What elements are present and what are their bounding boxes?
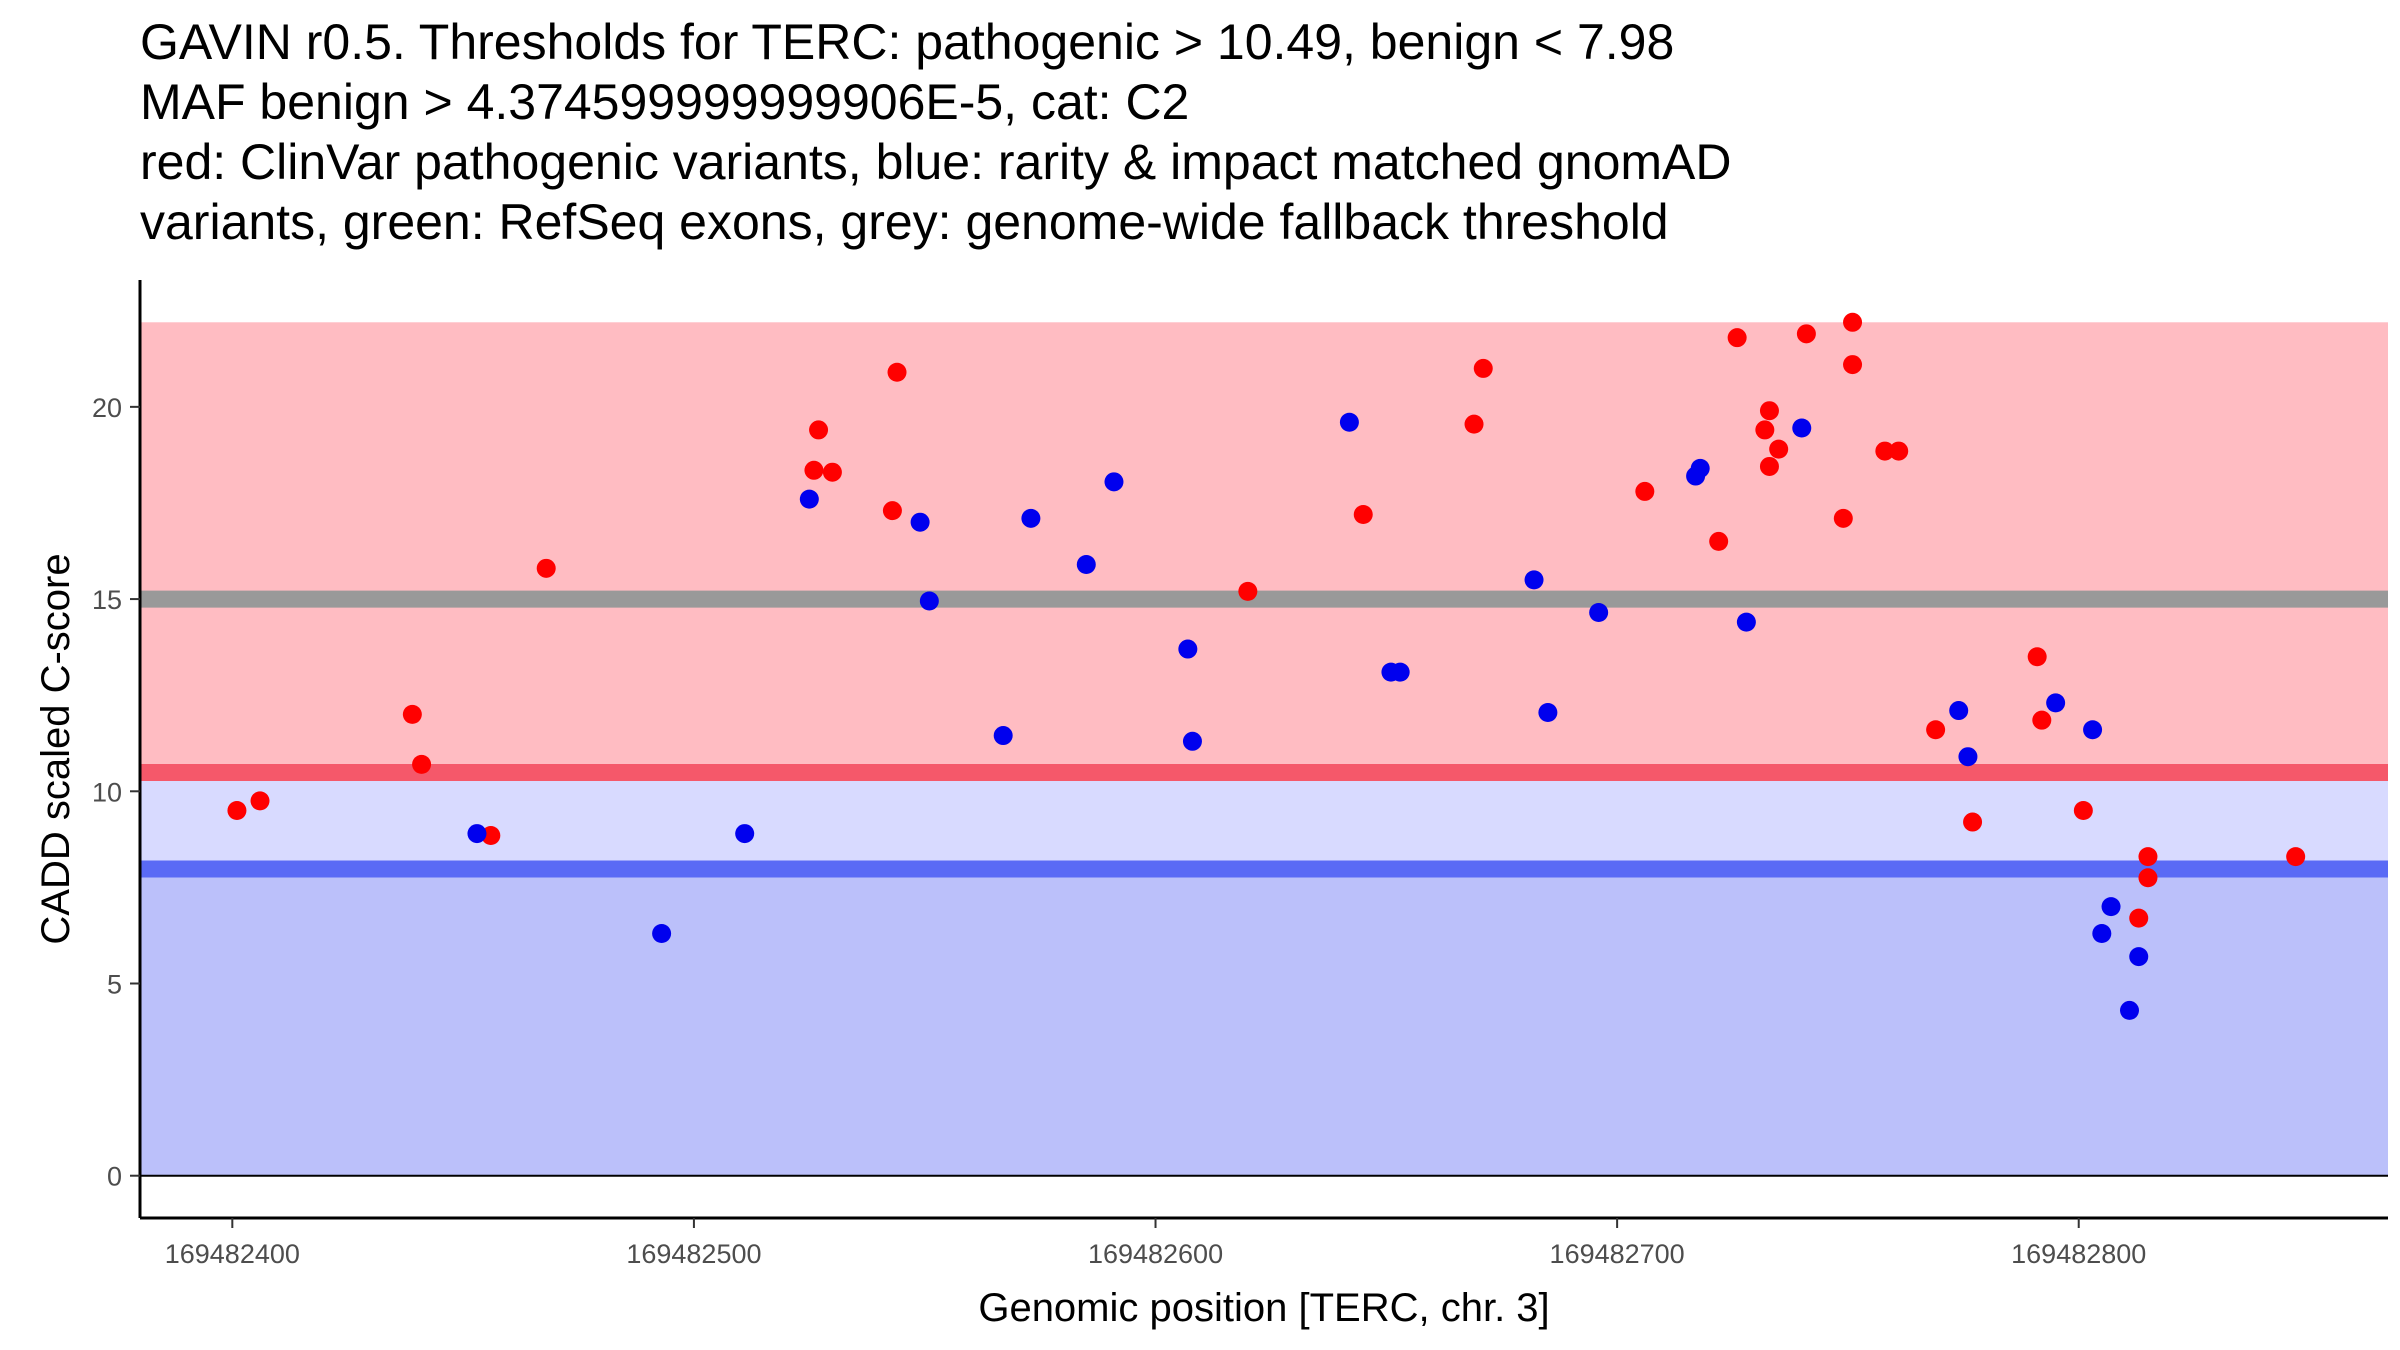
clinvar-point (227, 801, 247, 821)
x-tick-label: 169482700 (1550, 1239, 1685, 1269)
gnomad-point (910, 512, 930, 532)
gnomad-point (1390, 662, 1410, 682)
clinvar-point (1759, 456, 1779, 476)
clinvar-point (1926, 720, 1946, 740)
clinvar-point (2138, 847, 2158, 867)
clinvar-point (1843, 312, 1863, 332)
clinvar-point (1635, 481, 1655, 501)
clinvar-point (1464, 414, 1484, 434)
threshold-lines (140, 590, 2388, 878)
y-tick-label: 0 (107, 1162, 122, 1192)
clinvar-point (2129, 908, 2149, 928)
clinvar-point (1759, 401, 1779, 421)
clinvar-point (804, 460, 824, 480)
clinvar-point (481, 825, 501, 845)
clinvar-point (1889, 441, 1909, 461)
clinvar-point (1769, 439, 1789, 459)
x-axis-title: Genomic position [TERC, chr. 3] (978, 1286, 1549, 1330)
gnomad-point (1339, 412, 1359, 432)
clinvar-point (882, 501, 902, 521)
clinvar-point (1238, 581, 1258, 601)
band-pathogenic-zone (140, 322, 2388, 773)
x-tick-label: 169482500 (626, 1239, 761, 1269)
gnomad-point (1076, 554, 1096, 574)
gnomad-point (1021, 508, 1041, 528)
gnomad-point (1792, 418, 1812, 438)
clinvar-point (1833, 508, 1853, 528)
clinvar-point (402, 704, 422, 724)
gnomad-point (1958, 747, 1978, 767)
gnomad-point (2046, 693, 2066, 713)
gnomad-point (1736, 612, 1756, 632)
clinvar-point (2286, 847, 2306, 867)
band-benign-zone (140, 868, 2388, 1176)
title-line-4: variants, green: RefSeq exons, grey: gen… (140, 194, 1669, 250)
threshold-bands (140, 322, 2388, 1176)
clinvar-point (887, 362, 907, 382)
x-tick-label: 169482600 (1088, 1239, 1223, 1269)
clinvar-point (412, 754, 432, 774)
gnomad-point (799, 489, 819, 509)
gnomad-point (2083, 720, 2103, 740)
gnomad-point (2120, 1000, 2140, 1020)
clinvar-point (1843, 355, 1863, 375)
y-tick-label: 5 (107, 970, 122, 1000)
gnomad-point (1182, 731, 1202, 751)
clinvar-point (1963, 812, 1983, 832)
clinvar-point (822, 462, 842, 482)
gnomad-point (735, 824, 755, 844)
clinvar-point (1353, 505, 1373, 524)
gnomad-point (467, 824, 487, 844)
gnomad-point (1589, 603, 1609, 623)
gnomad-point (1690, 458, 1710, 478)
gnomad-point (1538, 702, 1558, 722)
gnomad-point (1524, 570, 1544, 590)
chart-title: GAVIN r0.5. Thresholds for TERC: pathoge… (140, 12, 2380, 252)
clinvar-point (2032, 710, 2052, 730)
gnomad-point (919, 591, 939, 611)
clinvar-point (1875, 441, 1895, 461)
clinvar-point (1709, 531, 1729, 551)
clinvar-point (250, 791, 270, 811)
clinvar-point (1473, 358, 1493, 378)
clinvar-point (809, 420, 829, 440)
title-line-3: red: ClinVar pathogenic variants, blue: … (140, 134, 1732, 190)
y-axis-title: CADD scaled C-score (34, 553, 78, 944)
clinvar-point (1727, 328, 1747, 348)
band-intermediate-zone (140, 772, 2388, 869)
gnomad-point (2092, 924, 2112, 944)
gnomad-point (2101, 897, 2121, 917)
clinvar-point (1796, 324, 1816, 344)
clinvar-point (2138, 868, 2158, 888)
title-line-1: GAVIN r0.5. Thresholds for TERC: pathoge… (140, 14, 1675, 70)
y-tick-label: 10 (92, 777, 122, 807)
data-points (227, 312, 2306, 1020)
x-tick-label: 169482800 (2011, 1239, 2146, 1269)
gnomad-point (652, 924, 672, 944)
title-line-2: MAF benign > 4.374599999999906E-5, cat: … (140, 74, 1190, 130)
y-tick-label: 15 (92, 585, 122, 615)
clinvar-point (536, 558, 556, 578)
gnomad-point (1104, 472, 1124, 492)
gnomad-point (2129, 947, 2149, 967)
clinvar-point (2027, 647, 2047, 667)
axes: 0 5 10 15 20 169482400 169482500 169482600 16948… (92, 280, 2388, 1269)
clinvar-point (1755, 420, 1775, 440)
gnomad-point (1178, 639, 1198, 659)
y-tick-label: 20 (92, 393, 122, 423)
gnomad-point (1949, 701, 1969, 721)
clinvar-point (2073, 801, 2093, 821)
gnomad-point (993, 726, 1013, 746)
x-tick-label: 169482400 (165, 1239, 300, 1269)
